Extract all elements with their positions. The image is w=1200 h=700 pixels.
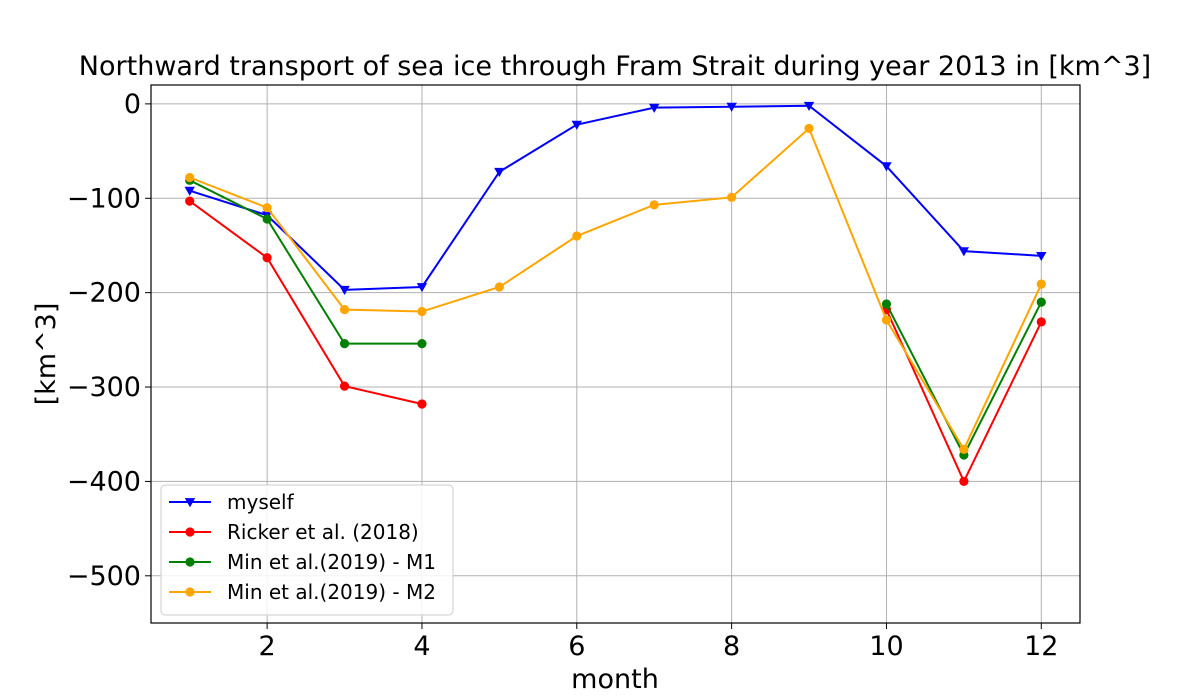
data-point xyxy=(417,399,427,409)
series-line xyxy=(189,104,1042,291)
x-tick-label: 2 xyxy=(259,631,276,662)
series-line xyxy=(189,126,1043,452)
legend-label: Ricker et al. (2018) xyxy=(227,520,419,544)
data-point xyxy=(572,231,582,241)
data-point xyxy=(185,196,195,206)
x-tick-label: 6 xyxy=(568,631,585,662)
data-point xyxy=(1036,297,1046,307)
legend-swatch-marker xyxy=(184,498,196,508)
series-line xyxy=(189,200,423,405)
data-point xyxy=(1036,317,1046,327)
legend-label: Min et al.(2019) - M1 xyxy=(227,550,436,574)
x-tick-label: 12 xyxy=(1024,631,1058,662)
data-point xyxy=(1036,279,1046,289)
data-point xyxy=(803,101,815,111)
y-tick-label: −100 xyxy=(67,183,141,214)
series-group xyxy=(184,101,1047,487)
data-point xyxy=(958,247,970,257)
x-axis-ticks: 2 4 6 8 10 12 xyxy=(259,623,1058,662)
data-point xyxy=(726,102,737,112)
y-tick-label: −300 xyxy=(67,372,141,403)
legend-item: Ricker et al. (2018) xyxy=(169,520,419,544)
data-point xyxy=(959,476,969,487)
data-point xyxy=(959,444,969,454)
data-point xyxy=(416,283,428,293)
data-point xyxy=(881,315,892,325)
legend-item: Min et al.(2019) - M1 xyxy=(169,550,436,574)
y-axis-label: [km^3] xyxy=(31,303,62,406)
x-tick-label: 4 xyxy=(413,631,430,662)
data-point xyxy=(184,186,195,196)
series-myself xyxy=(184,101,1047,296)
data-point xyxy=(339,339,350,349)
legend-label: Min et al.(2019) - M2 xyxy=(227,580,436,604)
y-tick-label: −400 xyxy=(67,466,141,497)
legend-item: myself xyxy=(169,490,295,514)
plot-frame xyxy=(150,84,1081,624)
legend: myself Ricker et al. (2018) Min et al.(201… xyxy=(160,484,454,616)
x-tick-label: 8 xyxy=(723,631,740,662)
data-point xyxy=(1036,251,1047,262)
data-point xyxy=(649,200,659,210)
data-point xyxy=(571,120,582,130)
data-point xyxy=(262,203,272,213)
y-tick-label: 0 xyxy=(124,89,141,120)
data-point xyxy=(804,123,814,134)
series-line xyxy=(189,179,422,345)
data-point xyxy=(262,253,272,263)
legend-swatch-marker xyxy=(185,587,195,597)
data-point xyxy=(339,381,350,391)
data-point xyxy=(727,192,737,202)
data-point xyxy=(185,172,195,183)
series-min-et-al-2019-m1 xyxy=(185,175,1046,460)
data-point xyxy=(494,167,505,178)
y-tick-label: −500 xyxy=(67,561,141,592)
data-point xyxy=(339,285,350,296)
data-point xyxy=(417,339,427,349)
series-min-et-al-2019-m2 xyxy=(185,123,1046,454)
x-axis-label: month xyxy=(571,664,659,695)
data-point xyxy=(881,162,892,172)
y-axis-ticks: 0 −100 −200 −300 −400 −500 xyxy=(67,89,151,592)
legend-item: Min et al.(2019) - M2 xyxy=(169,580,436,604)
legend-swatch-marker xyxy=(185,527,195,537)
data-point xyxy=(339,305,350,315)
y-tick-label: −200 xyxy=(67,278,141,309)
data-point xyxy=(417,306,427,317)
legend-box xyxy=(160,484,454,616)
legend-label: myself xyxy=(227,490,295,514)
data-point xyxy=(262,214,272,224)
legend-swatch-marker xyxy=(185,557,195,567)
chart-title: Northward transport of sea ice through F… xyxy=(79,51,1151,82)
x-tick-label: 10 xyxy=(869,631,903,662)
series-ricker-et-al-2018 xyxy=(185,196,1046,487)
data-point xyxy=(881,299,892,309)
series-line xyxy=(885,301,1043,458)
data-point xyxy=(494,282,504,292)
data-point xyxy=(649,103,660,113)
